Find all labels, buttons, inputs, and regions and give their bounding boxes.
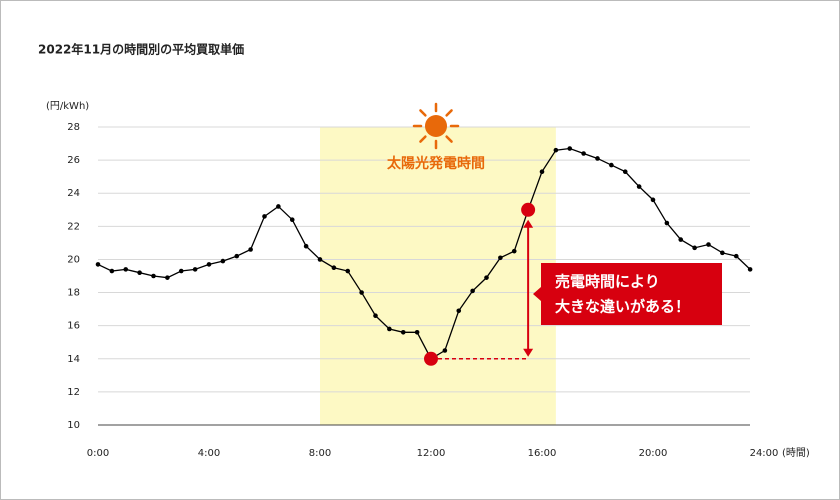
x-axis-label: (時間) [782,447,810,459]
arrow-head [523,348,534,357]
point [581,151,586,156]
point [331,265,337,271]
point [289,217,295,223]
y-tick-label: 26 [67,155,80,166]
x-tick-label: 8:00 [309,448,331,459]
sun-ray [419,135,427,143]
point [720,250,725,256]
point [234,253,240,259]
y-tick-label: 20 [67,254,80,265]
y-tick-label: 14 [67,354,80,365]
point [414,329,420,335]
sun-ray [445,135,453,143]
highlight-label: 太陽光発電時間 [387,155,485,172]
point [345,268,351,274]
point [387,326,392,332]
point [664,220,670,226]
point [539,169,545,174]
point [567,146,573,151]
callout-text: 大きな違いがある！ [555,298,690,316]
point [484,275,489,280]
x-tick-label: 4:00 [198,448,220,459]
point [622,169,628,174]
point [442,348,448,353]
line [97,147,751,360]
callout-text: 売電時間により [555,273,660,291]
highlight-band [320,127,556,425]
point [678,237,684,242]
chart-title: 2022年11月の時間別の平均買取単価 [38,42,244,57]
comparison-point [521,202,536,217]
sun-ray [419,109,427,117]
y-tick-label: 10 [67,420,80,431]
sun [425,115,447,137]
point [609,162,614,168]
y-tick-label: 28 [67,122,80,133]
point [733,253,739,259]
point [747,267,753,272]
point [95,262,101,267]
point [262,214,267,219]
point [511,248,517,254]
y-tick-label: 22 [67,221,80,232]
point [276,204,281,209]
point [456,308,462,314]
point [151,273,156,279]
point [400,329,406,335]
point [553,147,559,153]
y-tick-label: 12 [67,387,80,398]
point [706,242,711,247]
point [220,258,226,264]
point [636,184,642,189]
x-tick-label: 20:00 [639,448,668,459]
point [165,275,170,280]
point [137,270,142,275]
point [178,268,184,274]
point [206,262,212,267]
x-tick-label: 0:00 [87,448,109,459]
callout-box [533,263,722,325]
point [359,290,364,295]
point [650,197,656,203]
point [692,245,697,251]
x-tick-label: 24:00 [750,448,779,459]
point [109,268,115,274]
y-tick-label: 18 [67,288,80,299]
point [248,247,253,252]
point [317,257,323,262]
point [123,267,129,272]
arrow-head [523,219,534,228]
point [373,313,378,319]
y-tick-label: 24 [67,188,80,199]
sun-ray [445,109,453,117]
y-axis-label: (円/kWh) [46,101,89,112]
y-tick-label: 16 [67,321,80,332]
comparison-point [424,351,438,366]
x-tick-label: 16:00 [528,448,557,459]
x-tick-label: 12:00 [417,448,446,459]
point [192,267,198,272]
point [470,288,475,294]
point [595,156,600,161]
point [303,243,309,249]
point [498,255,503,261]
